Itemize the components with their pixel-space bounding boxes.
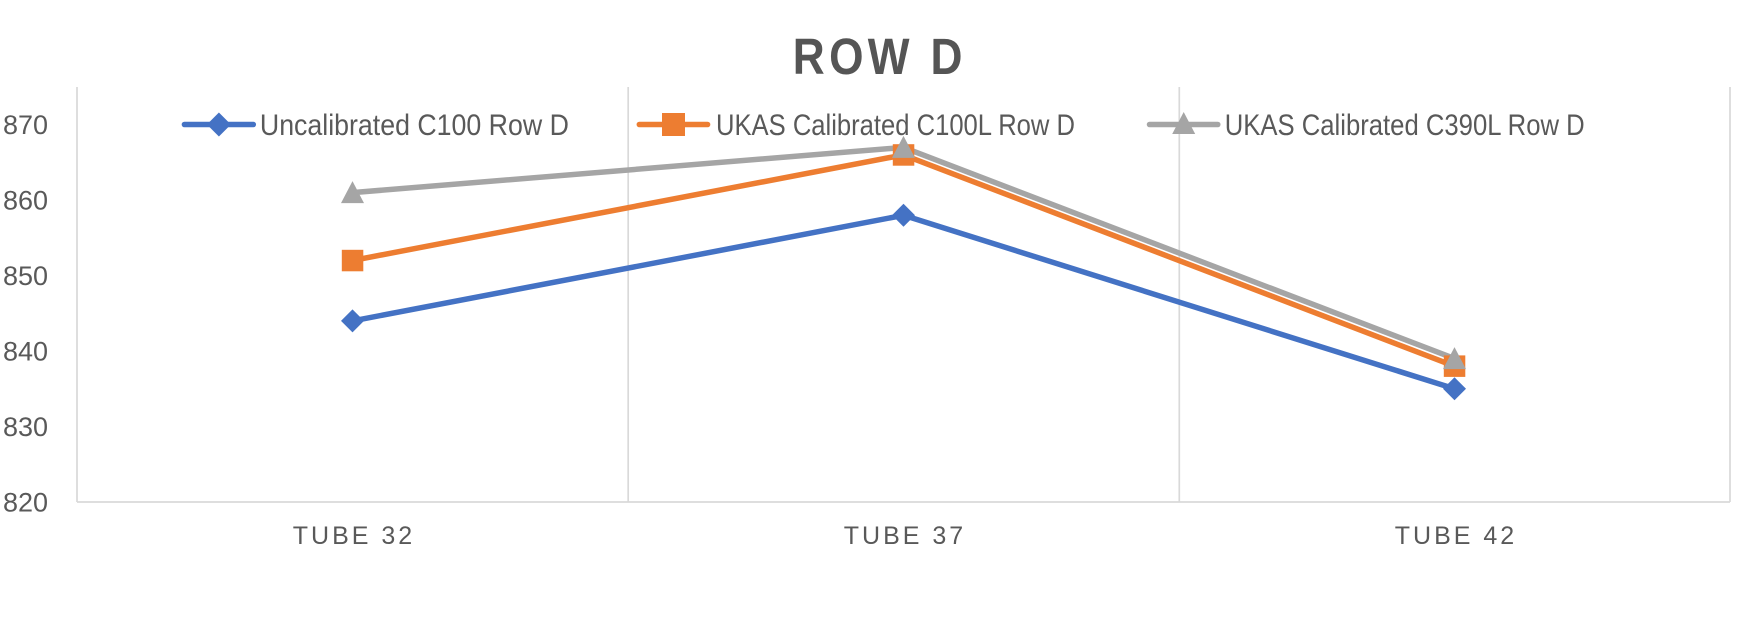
svg-text:850: 850 bbox=[3, 261, 48, 291]
svg-text:Uncalibrated C100 Row D: Uncalibrated C100 Row D bbox=[260, 109, 569, 142]
svg-text:840: 840 bbox=[3, 336, 48, 366]
svg-text:820: 820 bbox=[3, 487, 48, 517]
svg-text:830: 830 bbox=[3, 412, 48, 442]
svg-text:TUBE 37: TUBE 37 bbox=[844, 522, 966, 550]
svg-text:870: 870 bbox=[3, 110, 48, 140]
svg-text:TUBE 42: TUBE 42 bbox=[1395, 522, 1517, 550]
svg-text:ROW D: ROW D bbox=[793, 28, 967, 85]
svg-text:UKAS Calibrated C390L Row D: UKAS Calibrated C390L Row D bbox=[1225, 109, 1585, 142]
svg-text:TUBE 32: TUBE 32 bbox=[293, 522, 415, 550]
svg-text:UKAS Calibrated C100L Row D: UKAS Calibrated C100L Row D bbox=[716, 109, 1075, 142]
svg-text:860: 860 bbox=[3, 186, 48, 216]
